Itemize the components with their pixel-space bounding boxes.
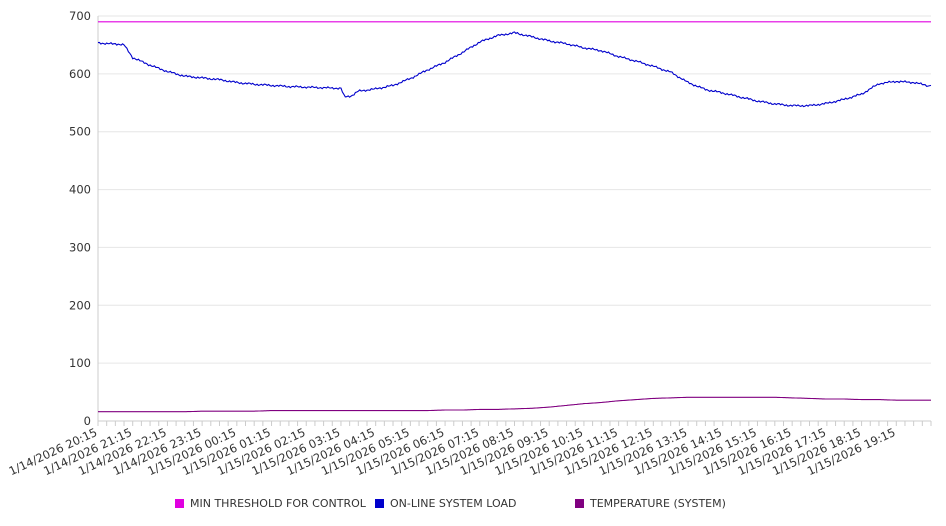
y-tick-label: 0 [84,414,91,428]
x-axis: 1/14/2026 20:151/14/2026 21:151/14/2026 … [7,420,932,478]
y-axis: 0 100 200 300 400 500 600 700 [69,9,99,428]
legend-swatch-temperature [575,499,584,508]
y-tick-label: 500 [69,125,91,139]
y-tick-label: 600 [69,67,91,81]
legend-item-min-threshold[interactable]: MIN THRESHOLD FOR CONTROL [175,497,366,510]
y-tick-label: 400 [69,183,91,197]
legend-label-temperature: TEMPERATURE (SYSTEM) [590,497,726,510]
legend-swatch-min-threshold [175,499,184,508]
legend: MIN THRESHOLD FOR CONTROL ON-LINE SYSTEM… [0,497,946,515]
legend-item-online-load[interactable]: ON-LINE SYSTEM LOAD [375,497,516,510]
legend-swatch-online-load [375,499,384,508]
legend-label-min-threshold: MIN THRESHOLD FOR CONTROL [190,497,366,510]
legend-label-online-load: ON-LINE SYSTEM LOAD [390,497,517,510]
y-tick-label: 100 [69,356,91,370]
y-tick-label: 300 [69,240,91,254]
series-lines [97,21,932,413]
legend-item-temperature[interactable]: TEMPERATURE (SYSTEM) [575,497,726,510]
series-line-temperature [98,396,931,413]
series-line-online-load [97,31,932,108]
y-tick-label: 700 [69,9,91,23]
grid [98,15,931,364]
y-tick-label: 200 [69,298,91,312]
